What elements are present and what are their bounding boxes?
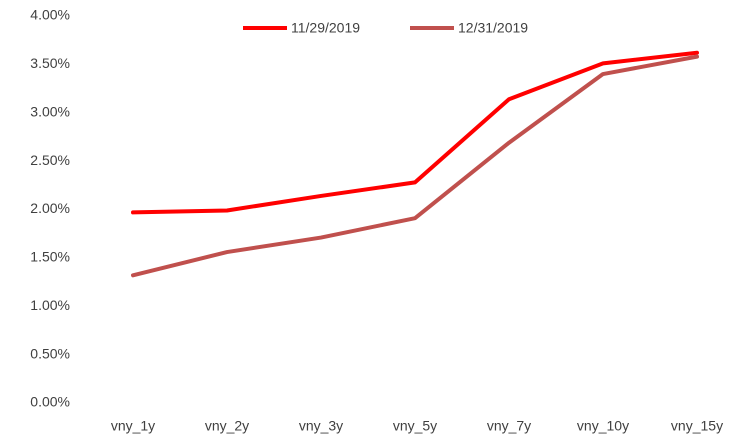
y-tick-label: 2.50% (30, 152, 70, 168)
x-tick-label: vny_15y (671, 418, 723, 434)
y-tick-label: 0.50% (30, 345, 70, 361)
series-line (131, 54, 699, 278)
y-tick-label: 3.00% (30, 103, 70, 119)
legend-label: 12/31/2019 (458, 20, 528, 36)
x-tick-label: vny_7y (487, 418, 531, 434)
y-tick-label: 4.00% (30, 7, 70, 23)
x-tick-label: vny_2y (205, 418, 249, 434)
x-tick-label: vny_1y (111, 418, 155, 434)
x-tick-label: vny_10y (577, 418, 629, 434)
y-tick-label: 0.00% (30, 394, 70, 410)
y-tick-label: 1.00% (30, 297, 70, 313)
legend-label: 11/29/2019 (291, 20, 360, 36)
y-tick-label: 2.00% (30, 200, 70, 216)
x-tick-label: vny_3y (299, 418, 343, 434)
y-tick-label: 3.50% (30, 55, 70, 71)
y-tick-label: 1.50% (30, 249, 70, 265)
x-tick-label: vny_5y (393, 418, 437, 434)
series-line (131, 50, 699, 215)
